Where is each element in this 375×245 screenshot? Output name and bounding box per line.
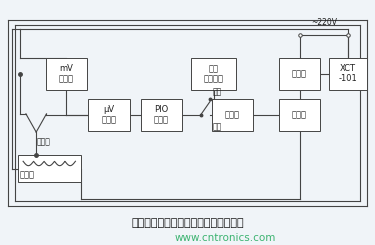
FancyBboxPatch shape bbox=[45, 58, 87, 89]
FancyBboxPatch shape bbox=[88, 99, 130, 131]
FancyBboxPatch shape bbox=[141, 99, 182, 131]
Text: mV
定值器: mV 定值器 bbox=[58, 64, 74, 83]
Text: 熱電偶: 熱電偶 bbox=[37, 137, 51, 146]
Text: PIO
調節器: PIO 調節器 bbox=[154, 105, 169, 125]
Text: www.cntronics.com: www.cntronics.com bbox=[174, 233, 276, 243]
FancyBboxPatch shape bbox=[212, 99, 253, 131]
Text: 常用爐溫測量采用的熱電偶測量系統圖: 常用爐溫測量采用的熱電偶測量系統圖 bbox=[131, 218, 244, 228]
Text: 手動: 手動 bbox=[213, 87, 222, 96]
Text: μV
放大器: μV 放大器 bbox=[102, 105, 117, 125]
Text: 接觸器: 接觸器 bbox=[292, 69, 307, 78]
Text: 電阻爐: 電阻爐 bbox=[20, 170, 34, 179]
FancyBboxPatch shape bbox=[18, 155, 81, 182]
Text: 手動
控制信號: 手動 控制信號 bbox=[204, 64, 224, 83]
Text: XCT
-101: XCT -101 bbox=[339, 64, 357, 83]
Text: ~220V: ~220V bbox=[311, 18, 337, 27]
FancyBboxPatch shape bbox=[279, 99, 320, 131]
Text: 觸發器: 觸發器 bbox=[225, 110, 240, 120]
FancyBboxPatch shape bbox=[191, 58, 236, 89]
FancyBboxPatch shape bbox=[330, 58, 367, 89]
Text: 自動: 自動 bbox=[213, 122, 222, 131]
Text: 執行器: 執行器 bbox=[292, 110, 307, 120]
FancyBboxPatch shape bbox=[279, 58, 320, 89]
